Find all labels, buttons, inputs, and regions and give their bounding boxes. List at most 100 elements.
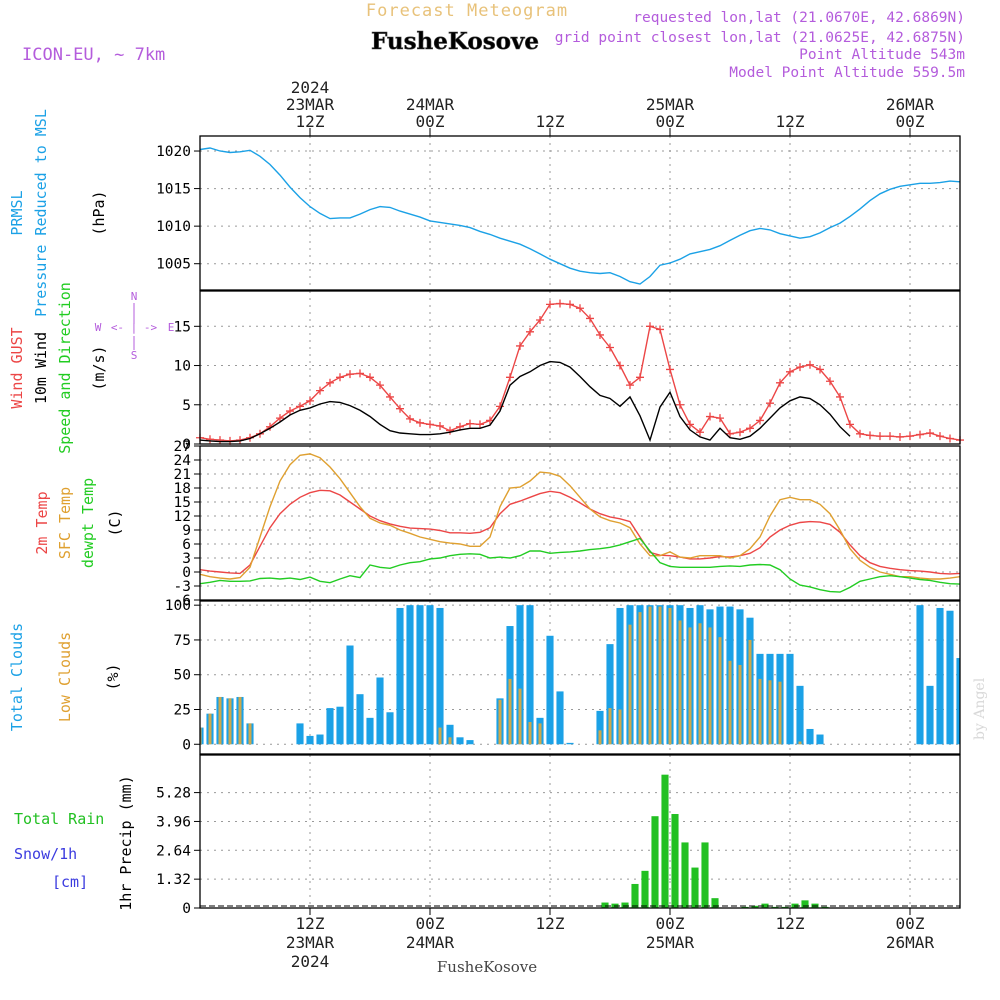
gust-marker: [896, 432, 904, 441]
panel-4: 0 25 50 75 100: [165, 598, 961, 755]
gust-marker: [746, 424, 754, 433]
compass-west: W: [95, 321, 102, 334]
low-clouds-bar: [798, 741, 802, 745]
gust-marker: [856, 429, 864, 438]
requested-coords: requested lon,lat (21.0670E, 42.6869N): [633, 10, 965, 26]
panel-frame: [199, 600, 961, 755]
y-tick-label: 5: [182, 398, 191, 414]
bottom-tick-label: 12Z: [296, 914, 325, 933]
gust-marker: [416, 418, 424, 427]
gust-marker: [356, 369, 364, 378]
low-clouds-bar: [778, 681, 782, 745]
gust-marker: [796, 363, 804, 372]
panel-frame: [199, 754, 961, 909]
gust-marker: [716, 414, 724, 423]
total-clouds-bar: [326, 708, 334, 745]
top-tick-label: 2024: [291, 78, 330, 97]
gust-marker: [426, 420, 434, 429]
top-tick-label: 25MAR: [646, 95, 695, 114]
y-tick-label: 9: [182, 523, 191, 539]
gust-marker: [886, 432, 894, 441]
gust-marker: [686, 420, 694, 429]
dewpt-temp-line: [200, 537, 960, 593]
low-clouds-bar: [248, 723, 252, 745]
low-clouds-bar: [608, 708, 612, 745]
gust-marker: [906, 432, 914, 441]
total-rain-bar: [691, 867, 699, 908]
gust-marker: [366, 373, 374, 382]
low-clouds-bar: [518, 688, 522, 745]
gust-marker: [706, 412, 714, 421]
panel-label: PRMSL: [8, 190, 26, 235]
total-rain-bar: [711, 898, 719, 908]
total-rain-bar: [801, 900, 809, 908]
gust-marker: [646, 322, 654, 331]
bottom-tick-label: 26MAR: [886, 933, 935, 952]
total-clouds-bar: [456, 737, 464, 745]
gust-marker: [446, 426, 454, 435]
low-clouds-bar: [438, 727, 442, 745]
total-clouds-bar: [606, 644, 614, 745]
total-clouds-bar: [546, 635, 554, 745]
low-clouds-bar: [728, 660, 732, 745]
low-clouds-bar: [688, 627, 692, 745]
total-rain-bar: [761, 903, 769, 908]
y-tick-label: -6: [174, 593, 191, 609]
bottom-tick-label: 12Z: [776, 914, 805, 933]
total-rain-bar: [601, 902, 609, 908]
panel-label: dewpt Temp: [79, 478, 97, 568]
gust-marker: [636, 373, 644, 382]
panel-label: Low Clouds: [56, 632, 74, 722]
y-tick-label: 0: [182, 901, 191, 917]
gust-marker: [616, 361, 624, 370]
total-clouds-bar: [426, 605, 434, 745]
gust-marker: [846, 420, 854, 429]
total-clouds-bar: [356, 694, 364, 745]
panel-label: Snow/1h: [14, 845, 77, 863]
panel-label: Total Clouds: [8, 623, 26, 731]
total-clouds-bar: [566, 742, 574, 745]
gust-marker: [296, 402, 304, 411]
gust-marker: [316, 386, 324, 395]
top-tick-label: 12Z: [296, 112, 325, 131]
low-clouds-bar: [528, 722, 532, 745]
low-clouds-bar: [618, 709, 622, 745]
total-clouds-bar: [416, 605, 424, 745]
low-clouds-bar: [748, 639, 752, 745]
panel-1: 1005 1010 1015 1020: [156, 135, 961, 291]
panel-unit: (m/s): [90, 345, 108, 390]
total-clouds-bar: [406, 605, 414, 745]
total-clouds-bar: [436, 607, 444, 745]
low-clouds-bar: [538, 723, 542, 745]
total-clouds-bar: [386, 712, 394, 745]
bottom-tick-label: 00Z: [416, 914, 445, 933]
total-clouds-bar: [336, 706, 344, 745]
gust-marker: [676, 400, 684, 409]
low-clouds-bar: [648, 606, 652, 745]
total-rain-bar: [671, 814, 679, 908]
y-tick-label: 24: [174, 453, 192, 469]
bottom-tick-label: 00Z: [896, 914, 925, 933]
gust-marker: [756, 416, 764, 425]
gust-marker: [936, 432, 944, 441]
total-rain-bar: [751, 905, 759, 908]
gust-marker: [286, 407, 294, 416]
gust-marker: [586, 314, 594, 323]
panel-5: 0 1.32 2.64 3.96 5.28: [156, 754, 961, 917]
panel-unit: (%): [104, 663, 122, 690]
gust-marker: [926, 429, 934, 438]
panel-unit: (hPa): [90, 190, 108, 235]
low-clouds-bar: [228, 698, 232, 745]
bottom-tick-label: 25MAR: [646, 933, 695, 952]
compass-south: S: [131, 349, 138, 362]
gust-marker: [656, 325, 664, 334]
total-clouds-bar: [596, 710, 604, 745]
gust-marker: [386, 392, 394, 401]
gust-marker: [626, 381, 634, 390]
gust-marker: [596, 330, 604, 339]
gust-marker: [876, 432, 884, 441]
credit-text: by Angel: [972, 677, 988, 740]
y-tick-label: 0: [182, 565, 191, 581]
